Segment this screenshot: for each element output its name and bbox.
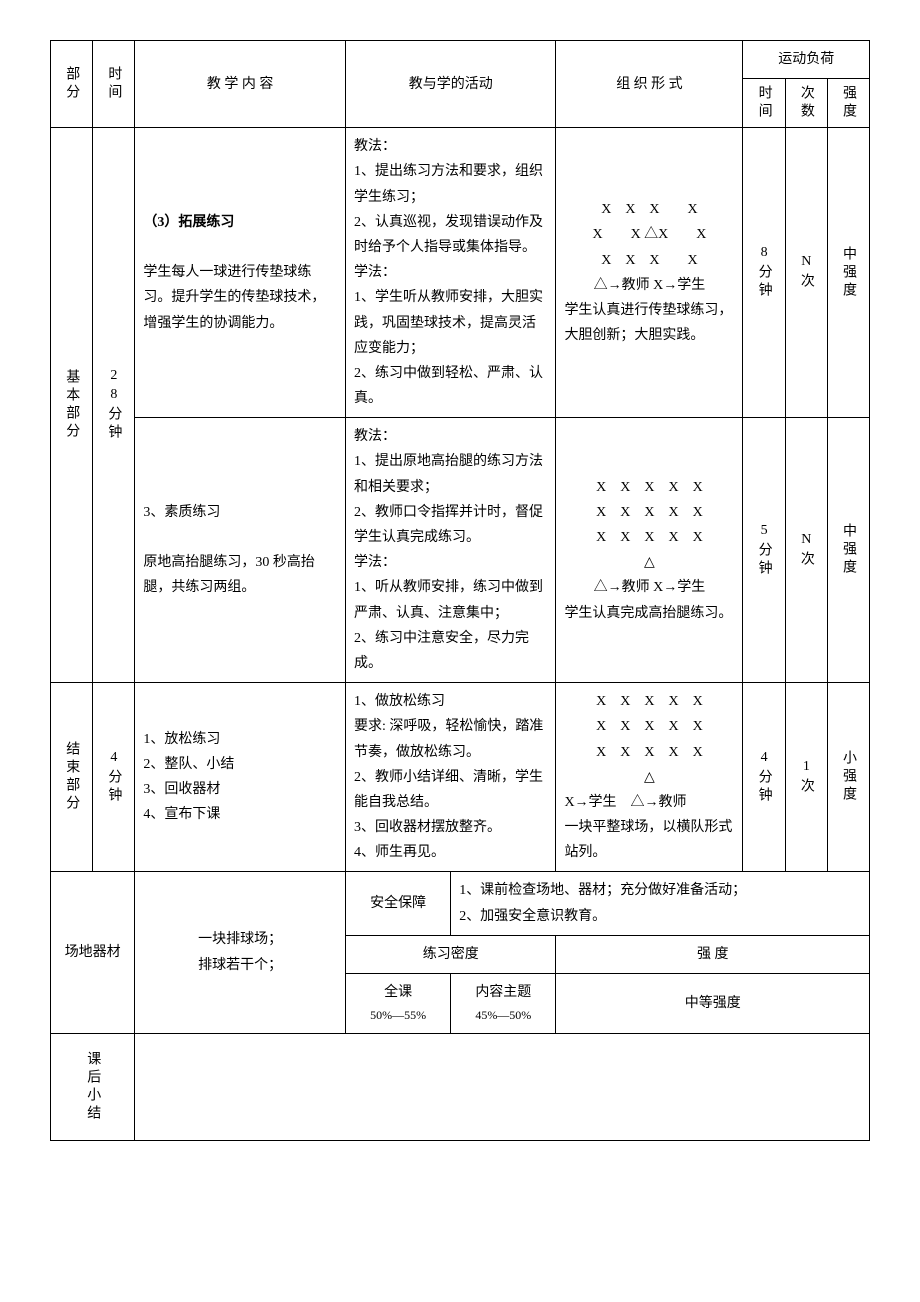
- lesson-plan-table: 部分 时间 教 学 内 容 教与学的活动 组 织 形 式 运动负荷 时间 次数 …: [50, 40, 870, 1141]
- org-basic-2-l3: △: [564, 550, 734, 575]
- org-basic-1: X X X X X X △X X X X X X △→教师 X→学生 学生认真进…: [556, 128, 743, 418]
- hdr-activity: 教与学的活动: [345, 41, 555, 128]
- load-count-1: N次: [785, 128, 827, 418]
- row-basic-1: 基本部分 28分钟 （3）拓展练习 学生每人一球进行传垫球练习。提升学生的传垫球…: [51, 128, 870, 418]
- org-end-l5: 一块平整球场，以横队形式站列。: [564, 815, 734, 865]
- safety-body: 1、课前检查场地、器材；充分做好准备活动； 2、加强安全意识教育。: [451, 872, 870, 935]
- activity-basic-1: 教法： 1、提出练习方法和要求，组织学生练习； 2、认真巡视，发现错误动作及时给…: [345, 128, 555, 418]
- density-label: 练习密度: [345, 935, 555, 973]
- content-end: 1、放松练习 2、整队、小结 3、回收器材 4、宣布下课: [135, 683, 346, 872]
- load-time-1: 8分钟: [743, 128, 785, 418]
- equipment-label: 场地器材: [51, 872, 135, 1033]
- row-summary: 课后小结: [51, 1033, 870, 1140]
- org-basic-1-l6: 学生认真进行传垫球练习，大胆创新；大胆实践。: [564, 298, 734, 348]
- topic-sub: 内容主题 45%—50%: [451, 974, 556, 1034]
- activity-basic-2: 教法： 1、提出原地高抬腿的练习方法和相关要求； 2、教师口令指挥并计时，督促学…: [345, 418, 555, 683]
- header-row-1: 部分 时间 教 学 内 容 教与学的活动 组 织 形 式 运动负荷: [51, 41, 870, 79]
- row-equipment-1: 场地器材 一块排球场； 排球若干个； 安全保障 1、课前检查场地、器材；充分做好…: [51, 872, 870, 935]
- load-count-3: 1次: [785, 683, 827, 872]
- intensity-val: 中等强度: [556, 974, 870, 1034]
- hdr-load-count: 次数: [785, 79, 827, 128]
- org-basic-2: X X X X X X X X X X X X X X X △ △→教师 X→学…: [556, 418, 743, 683]
- topic-val: 45%—50%: [459, 1005, 547, 1027]
- hdr-part: 部分: [51, 41, 93, 128]
- content-basic-1: （3）拓展练习 学生每人一球进行传垫球练习。提升学生的传垫球技术，增强学生的协调…: [135, 128, 346, 418]
- summary-label: 课后小结: [51, 1033, 135, 1140]
- part-end: 结束部分: [51, 683, 93, 872]
- equipment-body: 一块排球场； 排球若干个；: [135, 872, 346, 1033]
- hdr-load: 运动负荷: [743, 41, 870, 79]
- activity-end: 1、做放松练习 要求: 深呼吸，轻松愉快，踏准节奏，做放松练习。 2、教师小结详…: [345, 683, 555, 872]
- org-end: X X X X X X X X X X X X X X X △ X→学生 △→教…: [556, 683, 743, 872]
- org-end-l4: X→学生 △→教师: [564, 790, 734, 815]
- full-class-label: 全课: [354, 980, 442, 1005]
- hdr-load-intensity: 强度: [827, 79, 869, 128]
- org-basic-1-l1: X X △X X: [564, 222, 734, 247]
- load-time-3: 4分钟: [743, 683, 785, 872]
- content-basic-1-title: （3）拓展练习: [143, 210, 337, 235]
- org-end-l2: X X X X X: [564, 740, 734, 765]
- hdr-org: 组 织 形 式: [556, 41, 743, 128]
- summary-body: [135, 1033, 870, 1140]
- org-basic-2-l6: 学生认真完成高抬腿练习。: [564, 601, 734, 626]
- topic-label: 内容主题: [459, 980, 547, 1005]
- org-end-l1: X X X X X: [564, 714, 734, 739]
- org-end-l3: △: [564, 765, 734, 790]
- org-basic-2-l0: X X X X X: [564, 475, 734, 500]
- content-basic-2-body: 原地高抬腿练习，30 秒高抬腿，共练习两组。: [143, 550, 337, 600]
- hdr-load-time: 时间: [743, 79, 785, 128]
- load-intensity-1: 中强度: [827, 128, 869, 418]
- time-basic: 28分钟: [93, 128, 135, 683]
- row-basic-2: 3、素质练习 原地高抬腿练习，30 秒高抬腿，共练习两组。 教法： 1、提出原地…: [51, 418, 870, 683]
- org-basic-1-l0: X X X X: [564, 197, 734, 222]
- org-basic-2-l2: X X X X X: [564, 525, 734, 550]
- density-sub: 全课 50%—55%: [345, 974, 450, 1034]
- row-end: 结束部分 4分钟 1、放松练习 2、整队、小结 3、回收器材 4、宣布下课 1、…: [51, 683, 870, 872]
- load-intensity-3: 小强度: [827, 683, 869, 872]
- org-basic-1-l4: △→教师 X→学生: [564, 273, 734, 298]
- time-end: 4分钟: [93, 683, 135, 872]
- part-basic: 基本部分: [51, 128, 93, 683]
- safety-label: 安全保障: [345, 872, 450, 935]
- hdr-content: 教 学 内 容: [135, 41, 346, 128]
- org-basic-2-l1: X X X X X: [564, 500, 734, 525]
- content-basic-1-body: 学生每人一球进行传垫球练习。提升学生的传垫球技术，增强学生的协调能力。: [143, 260, 337, 336]
- hdr-time: 时间: [93, 41, 135, 128]
- org-end-l0: X X X X X: [564, 689, 734, 714]
- content-basic-2-title: 3、素质练习: [143, 500, 337, 525]
- org-basic-1-l2: X X X X: [564, 248, 734, 273]
- load-time-2: 5分钟: [743, 418, 785, 683]
- load-intensity-2: 中强度: [827, 418, 869, 683]
- content-basic-2: 3、素质练习 原地高抬腿练习，30 秒高抬腿，共练习两组。: [135, 418, 346, 683]
- full-class-val: 50%—55%: [354, 1005, 442, 1027]
- intensity-label: 强 度: [556, 935, 870, 973]
- org-basic-2-l4: △→教师 X→学生: [564, 575, 734, 600]
- load-count-2: N次: [785, 418, 827, 683]
